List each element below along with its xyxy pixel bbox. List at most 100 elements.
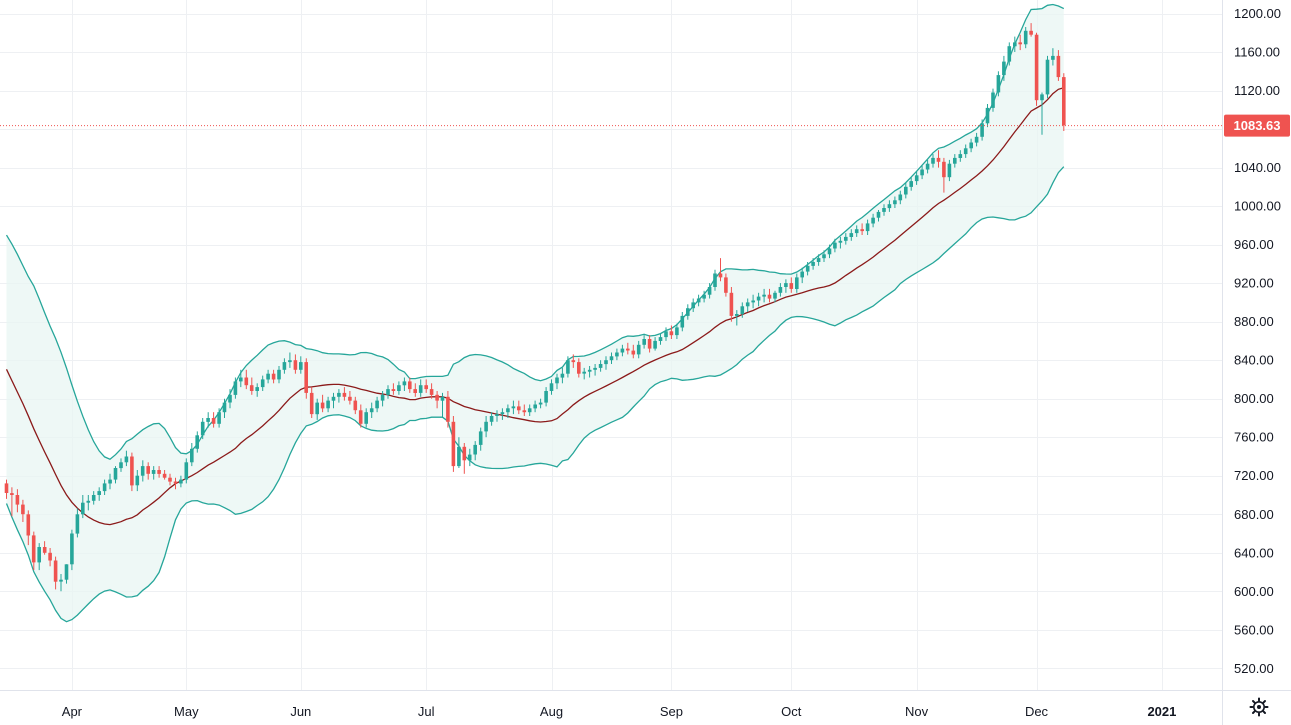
candle-up[interactable] (876, 210, 881, 222)
candle-down[interactable] (631, 344, 636, 359)
candle-up[interactable] (467, 448, 472, 467)
candle-down[interactable] (348, 391, 352, 405)
candle-up[interactable] (369, 402, 374, 418)
candle-up[interactable] (560, 367, 565, 384)
candle-up[interactable] (195, 431, 199, 453)
candle-up[interactable] (615, 348, 619, 361)
candle-up[interactable] (833, 238, 837, 253)
candle-down[interactable] (48, 548, 52, 567)
candle-up[interactable] (566, 356, 570, 378)
candle-up[interactable] (963, 144, 968, 158)
candle-up[interactable] (489, 412, 494, 426)
candle-down[interactable] (358, 404, 363, 428)
candle-up[interactable] (844, 233, 848, 245)
candle-up[interactable] (81, 495, 85, 519)
candle-down[interactable] (451, 416, 456, 472)
candle-down[interactable] (1029, 23, 1033, 37)
candle-up[interactable] (484, 416, 488, 438)
candle-down[interactable] (647, 335, 652, 353)
candle-up[interactable] (337, 389, 341, 403)
candle-up[interactable] (457, 437, 461, 468)
candle-up[interactable] (64, 564, 69, 584)
candle-up[interactable] (931, 154, 935, 168)
candle-up[interactable] (740, 302, 745, 318)
candle-up[interactable] (233, 377, 238, 399)
candle-down[interactable] (26, 510, 31, 546)
candle-up[interactable] (500, 408, 505, 420)
candle-up[interactable] (386, 385, 390, 399)
candle-up[interactable] (811, 258, 815, 270)
candle-down[interactable] (577, 358, 581, 378)
candle-down[interactable] (173, 477, 178, 490)
candle-up[interactable] (418, 379, 423, 397)
candle-up[interactable] (778, 283, 783, 297)
candle-down[interactable] (718, 258, 723, 282)
candle-up[interactable] (980, 119, 984, 141)
candle-up[interactable] (1013, 36, 1017, 52)
candle-up[interactable] (97, 487, 101, 501)
candle-down[interactable] (4, 479, 9, 499)
candle-up[interactable] (882, 204, 886, 216)
candle-up[interactable] (800, 267, 804, 284)
candle-down[interactable] (435, 391, 439, 409)
candle-down[interactable] (1056, 50, 1061, 81)
candle-up[interactable] (838, 236, 843, 249)
candle-up[interactable] (299, 356, 303, 374)
candle-up[interactable] (904, 183, 908, 199)
candle-down[interactable] (571, 354, 576, 368)
candle-up[interactable] (795, 273, 799, 293)
candle-up[interactable] (969, 138, 973, 153)
candle-down[interactable] (1018, 34, 1022, 51)
candle-down[interactable] (1062, 73, 1066, 131)
candle-up[interactable] (914, 171, 919, 185)
candle-up[interactable] (675, 323, 679, 339)
candle-up[interactable] (696, 294, 701, 307)
candle-up[interactable] (593, 364, 597, 376)
candle-down[interactable] (942, 157, 946, 193)
candle-up[interactable] (658, 333, 663, 345)
candle-up[interactable] (751, 294, 755, 309)
candle-up[interactable] (582, 367, 586, 380)
candle-down[interactable] (53, 556, 58, 590)
candle-up[interactable] (707, 283, 712, 299)
candle-up[interactable] (59, 574, 63, 592)
candle-up[interactable] (1002, 55, 1006, 81)
candle-up[interactable] (620, 344, 625, 357)
candle-up[interactable] (277, 366, 281, 384)
candle-down[interactable] (271, 369, 276, 384)
candle-up[interactable] (893, 196, 897, 209)
candle-up[interactable] (478, 427, 483, 451)
candle-up[interactable] (909, 177, 913, 191)
candle-down[interactable] (15, 489, 20, 513)
candle-down[interactable] (391, 383, 396, 395)
candle-up[interactable] (827, 244, 832, 259)
candle-up[interactable] (1045, 55, 1050, 99)
candle-up[interactable] (865, 219, 870, 235)
candle-up[interactable] (108, 473, 112, 490)
candle-up[interactable] (86, 495, 91, 511)
candle-up[interactable] (288, 352, 292, 368)
candle-up[interactable] (326, 396, 330, 413)
candle-up[interactable] (527, 404, 532, 417)
candle-up[interactable] (75, 508, 80, 538)
candle-up[interactable] (239, 369, 243, 388)
candle-up[interactable] (822, 250, 826, 262)
candle-up[interactable] (756, 292, 761, 307)
candle-up[interactable] (190, 443, 194, 467)
candle-down[interactable] (462, 443, 467, 474)
time-axis[interactable]: Apr May Jun Jul Aug Sep Oct Nov Dec 2021 (62, 704, 1177, 719)
candle-down[interactable] (168, 473, 172, 486)
candle-up[interactable] (315, 398, 319, 420)
candle-down[interactable] (1034, 32, 1039, 106)
candle-up[interactable] (604, 356, 608, 370)
candle-down[interactable] (162, 470, 167, 480)
candle-down[interactable] (304, 358, 308, 399)
candle-up[interactable] (702, 290, 706, 303)
candle-up[interactable] (331, 392, 336, 409)
candle-up[interactable] (217, 408, 221, 428)
candle-up[interactable] (533, 400, 537, 413)
candle-up[interactable] (805, 262, 810, 276)
candle-up[interactable] (1040, 92, 1044, 135)
candle-down[interactable] (309, 387, 314, 418)
